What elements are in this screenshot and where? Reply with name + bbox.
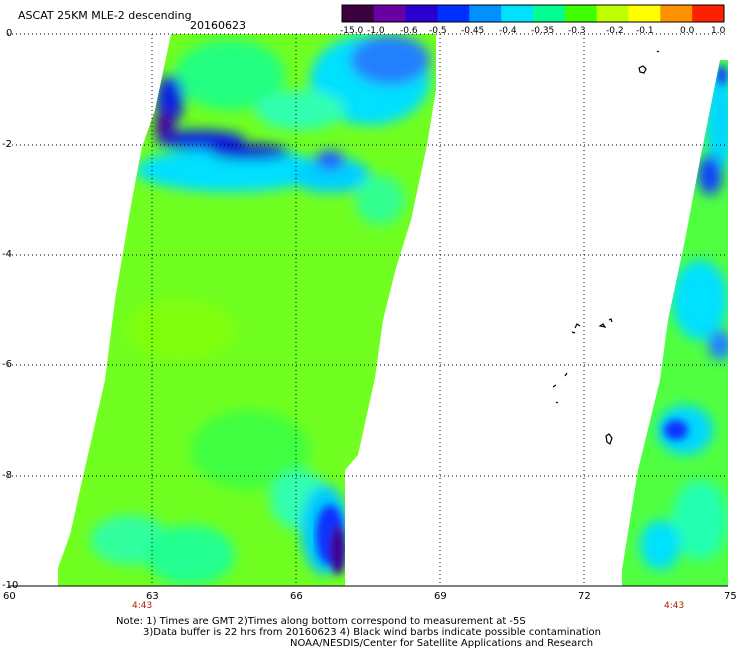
product-title: ASCAT 25KM MLE-2 descending <box>18 9 192 22</box>
lat-label: 0 <box>6 28 13 39</box>
pass-time-label: 4:43 <box>664 601 685 611</box>
colorbar-label: -0.6 <box>400 26 418 36</box>
colorbar-segment <box>405 5 438 22</box>
colorbar-label: -0.4 <box>499 26 517 36</box>
colorbar-segment <box>660 5 693 22</box>
colorbar-segment <box>692 5 725 22</box>
colorbar <box>341 4 725 23</box>
swath-west <box>58 34 436 586</box>
colorbar-label: -0.3 <box>568 26 586 36</box>
colorbar-border <box>341 4 725 23</box>
colorbar-label: -15.0 <box>340 26 364 36</box>
colorbar-segment <box>596 5 629 22</box>
lon-label: 60 <box>3 591 16 602</box>
product-date: 20160623 <box>190 19 246 32</box>
swath-east <box>622 60 728 586</box>
colorbar-segment <box>501 5 534 22</box>
lat-label: -10 <box>2 580 19 591</box>
colorbar-segment <box>564 5 598 22</box>
colorbar-segment <box>437 5 470 22</box>
pass-time-label: 4:43 <box>132 601 153 611</box>
lon-label: 66 <box>290 591 303 602</box>
lat-lon-grid <box>8 33 728 586</box>
colorbar-label: 1.0 <box>711 26 726 36</box>
colorbar-label: -1.0 <box>367 26 385 36</box>
colorbar-label: -0.5 <box>429 26 447 36</box>
colorbar-segment <box>533 5 566 22</box>
lat-label: -8 <box>2 470 12 481</box>
note-line-3: NOAA/NESDIS/Center for Satellite Applica… <box>290 638 594 649</box>
note-line-2: 3)Data buffer is 22 hrs from 20160623 4)… <box>143 627 601 638</box>
colorbar-label: -0.1 <box>636 26 654 36</box>
colorbar-label: 0.0 <box>680 26 695 36</box>
colorbar-segment <box>342 5 375 22</box>
colorbar-segment <box>628 5 661 22</box>
colorbar-label: -0.2 <box>606 26 624 36</box>
colorbar-label: -0.45 <box>461 26 485 36</box>
lon-label: 69 <box>434 591 447 602</box>
colorbar-label: -0.35 <box>531 26 555 36</box>
lat-label: -2 <box>2 139 12 150</box>
lon-label: 75 <box>724 591 737 602</box>
coastlines <box>552 50 660 445</box>
lat-label: -6 <box>2 359 12 370</box>
lat-label: -4 <box>2 249 12 260</box>
lon-label: 63 <box>146 591 159 602</box>
lon-label: 72 <box>578 591 591 602</box>
colorbar-segment <box>373 5 407 22</box>
colorbar-segment <box>469 5 502 22</box>
note-line-1: Note: 1) Times are GMT 2)Times along bot… <box>116 616 526 627</box>
